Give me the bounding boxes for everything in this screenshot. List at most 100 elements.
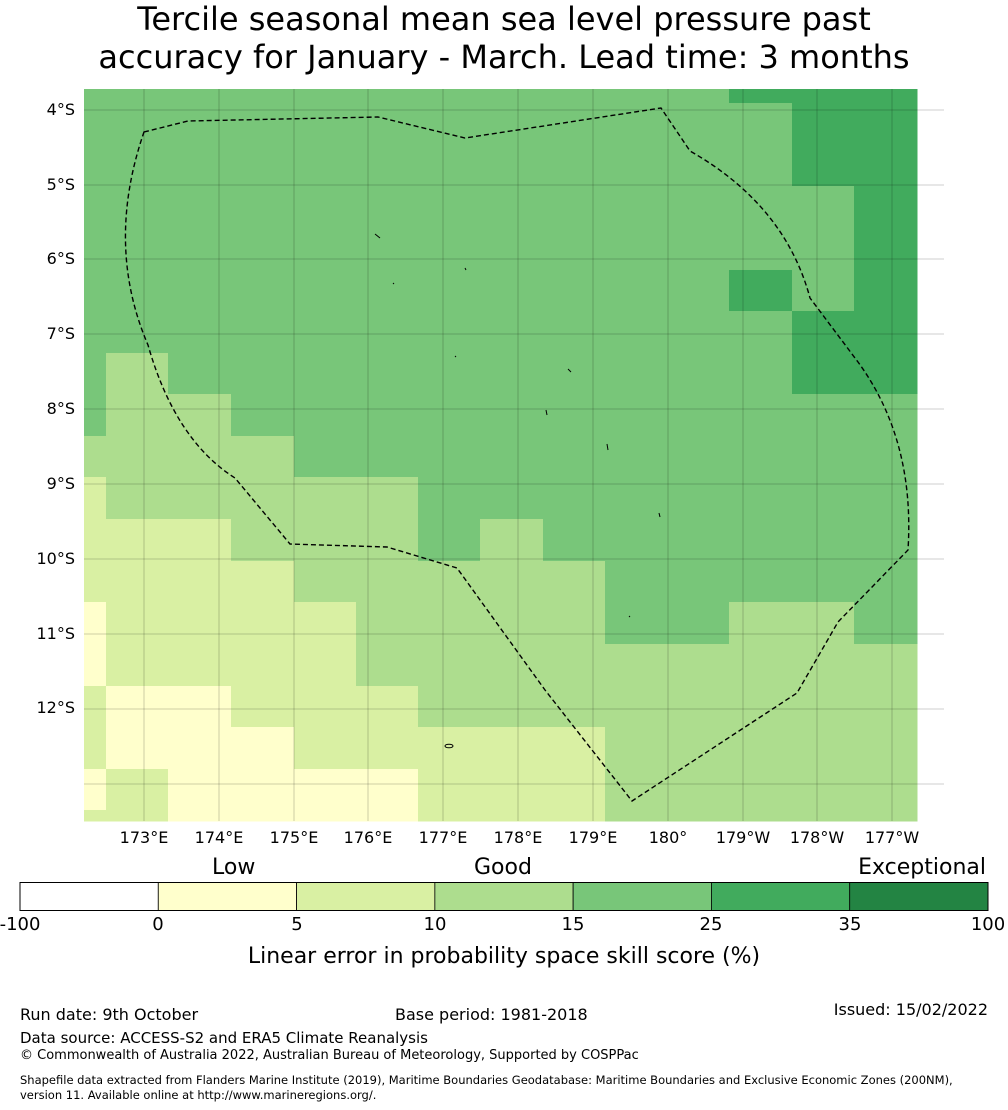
island-1 xyxy=(374,233,381,239)
grid-cell xyxy=(168,519,232,562)
lat-label-11s: 11°S xyxy=(36,624,75,643)
grid-cell xyxy=(294,311,357,354)
grid-cell xyxy=(356,602,419,645)
grid-cell xyxy=(854,810,918,822)
grid-cell xyxy=(605,394,668,437)
grid-cell xyxy=(231,186,295,229)
colorbar-segment xyxy=(157,882,297,911)
grid-cell xyxy=(543,394,606,437)
grid-cell xyxy=(106,477,169,520)
lat-label-7s: 7°S xyxy=(46,324,75,343)
grid-cell xyxy=(854,311,918,354)
grid-cell xyxy=(480,769,544,811)
grid-cell xyxy=(480,103,544,146)
grid-cell xyxy=(231,561,295,603)
category-good: Good xyxy=(474,855,532,880)
lat-label-9s: 9°S xyxy=(46,474,75,493)
lat-label-6s: 6°S xyxy=(46,249,75,268)
colorbar-label: Linear error in probability space skill … xyxy=(247,944,761,969)
grid-cell xyxy=(667,89,730,104)
island-5 xyxy=(567,368,572,373)
colorbar-segment xyxy=(19,882,159,911)
grid-cell xyxy=(605,477,668,520)
grid-cell xyxy=(543,602,606,645)
grid-cell xyxy=(231,89,295,104)
grid-cell xyxy=(854,89,918,104)
grid-cell xyxy=(854,519,918,562)
grid-cell xyxy=(792,436,855,478)
grid-cell xyxy=(480,727,544,770)
grid-cell xyxy=(667,436,730,478)
grid-cell xyxy=(605,353,668,395)
grid-cell xyxy=(356,686,419,728)
lat-label-4s: 4°S xyxy=(46,100,75,119)
grid-cell xyxy=(792,686,855,728)
grid-cell xyxy=(356,311,419,354)
colorbar-frame xyxy=(19,882,989,911)
grid-cell xyxy=(729,311,793,354)
grid-cell xyxy=(543,477,606,520)
grid-cell xyxy=(543,103,606,146)
grid-cell xyxy=(84,270,107,312)
grid-cell xyxy=(168,477,232,520)
lat-label-8s: 8°S xyxy=(46,399,75,418)
grid-cell xyxy=(854,103,918,146)
grid-cell xyxy=(854,353,918,395)
grid-cell xyxy=(418,602,481,645)
island-3 xyxy=(392,282,395,285)
grid-cell xyxy=(84,311,107,354)
grid-cell xyxy=(84,644,107,687)
copyright: © Commonwealth of Australia 2022, Austra… xyxy=(20,1048,639,1063)
tick-25: 25 xyxy=(699,914,723,935)
grid-cell xyxy=(480,561,544,603)
shapefile-credit-line-2: version 11. Available online at http://w… xyxy=(20,1088,377,1102)
grid-cell xyxy=(854,561,918,603)
grid-cell xyxy=(854,186,918,229)
grid-cell xyxy=(294,602,357,645)
grid-cell xyxy=(168,103,232,146)
lon-label-179w: 179°W xyxy=(715,828,771,847)
grid-cell xyxy=(792,727,855,770)
grid-cell xyxy=(84,769,107,811)
run-date: Run date: 9th October xyxy=(20,1005,199,1024)
lon-label-176e: 176°E xyxy=(343,828,393,847)
category-low: Low xyxy=(212,855,256,880)
grid-cell xyxy=(168,561,232,603)
grid-cell xyxy=(543,519,606,562)
grid-cell xyxy=(667,228,730,271)
grid-cell xyxy=(729,810,793,822)
grid-cell xyxy=(231,436,295,478)
grid-cell xyxy=(543,769,606,811)
grid-cell xyxy=(792,270,855,312)
grid-cell xyxy=(667,311,730,354)
grid-cell xyxy=(356,186,419,229)
skill-map xyxy=(84,89,944,822)
issued-date: Issued: 15/02/2022 xyxy=(833,1000,988,1019)
lon-label-177e: 177°E xyxy=(418,828,468,847)
grid-cell xyxy=(231,145,295,187)
grid-cell xyxy=(480,186,544,229)
grid-cell xyxy=(854,602,918,645)
grid-cell xyxy=(418,561,481,603)
grid-cell xyxy=(168,186,232,229)
grid-cell xyxy=(84,519,107,562)
grid-cell xyxy=(792,353,855,395)
grid-cell xyxy=(294,727,357,770)
grid-cell xyxy=(605,89,668,104)
grid-cell xyxy=(792,602,855,645)
grid-cell xyxy=(294,145,357,187)
grid-cell xyxy=(792,186,855,229)
grid-cell xyxy=(480,394,544,437)
grid-cell xyxy=(854,644,918,687)
grid-cell xyxy=(418,270,481,312)
grid-cell xyxy=(605,727,668,770)
grid-cell xyxy=(729,686,793,728)
island-2 xyxy=(464,267,467,271)
lat-label-5s: 5°S xyxy=(46,175,75,194)
grid-cell xyxy=(605,561,668,603)
island-9 xyxy=(628,615,631,618)
grid-cell xyxy=(418,394,481,437)
grid-cell xyxy=(480,810,544,822)
tick-10: 10 xyxy=(423,914,447,935)
grid-cell xyxy=(356,769,419,811)
